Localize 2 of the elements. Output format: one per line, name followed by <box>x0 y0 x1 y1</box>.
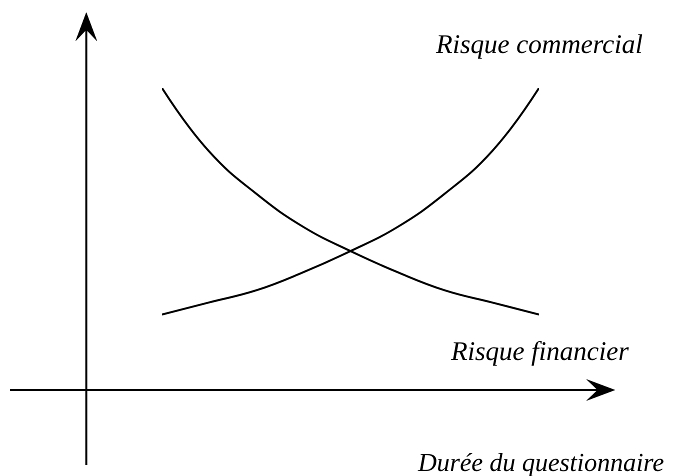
series-label: Risque financier <box>450 336 630 366</box>
series-label: Risque commercial <box>435 29 643 59</box>
